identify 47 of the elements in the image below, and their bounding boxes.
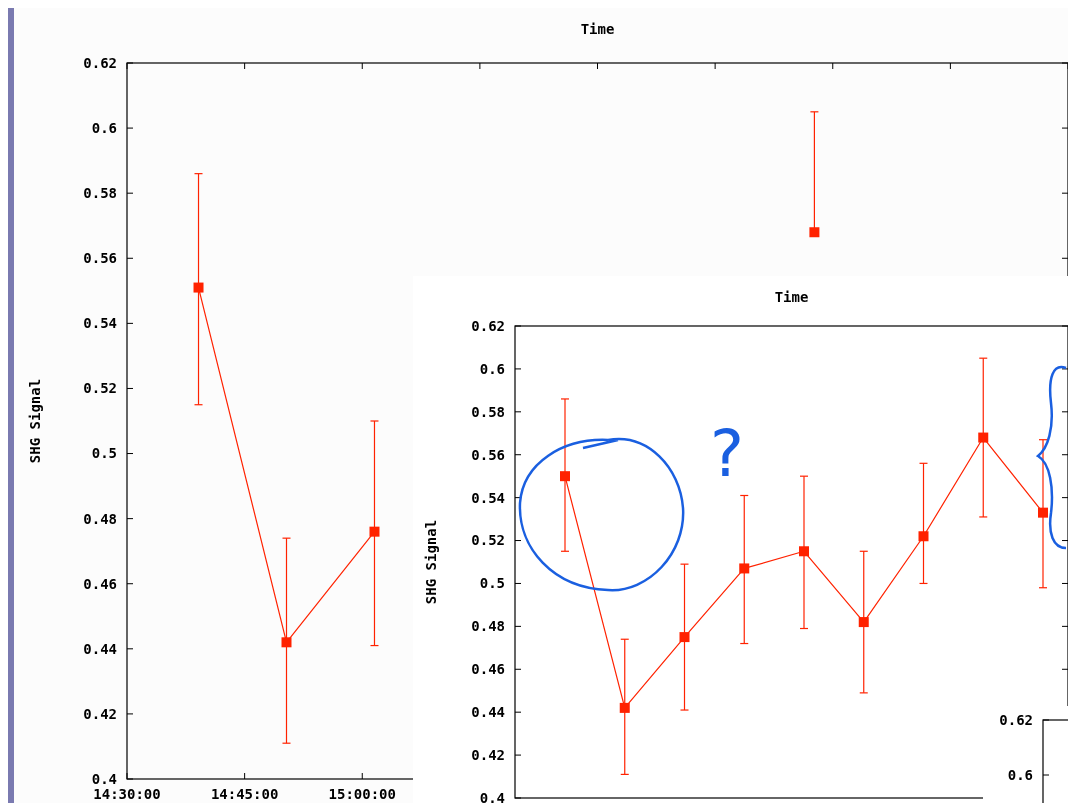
point bbox=[560, 471, 570, 482]
y-tick-label: 0.5 bbox=[479, 575, 505, 592]
y-tick-label: 0.6 bbox=[91, 119, 117, 136]
y-tick-label: 0.54 bbox=[83, 315, 117, 332]
point bbox=[619, 702, 630, 713]
point bbox=[978, 432, 989, 443]
y-tick-label: 0.52 bbox=[83, 380, 117, 397]
annotation: 0.62 bbox=[999, 711, 1033, 728]
point bbox=[193, 282, 204, 293]
x-tick-label: 15:00:00 bbox=[328, 786, 396, 802]
y-tick-label: 0.42 bbox=[471, 746, 505, 763]
point bbox=[369, 526, 380, 537]
y-tick-label: 0.4 bbox=[479, 789, 505, 803]
y-tick-label: 0.48 bbox=[83, 510, 117, 527]
point bbox=[1038, 507, 1048, 518]
chart-title: Time bbox=[580, 21, 615, 37]
y-tick-label: 0.44 bbox=[83, 640, 117, 657]
y-tick-label: 0.54 bbox=[471, 489, 505, 506]
x-tick-label: 14:45:00 bbox=[210, 786, 279, 802]
annotation: 0.6 bbox=[1007, 766, 1033, 783]
y-tick-label: 0.58 bbox=[83, 185, 117, 202]
y-tick-label: 0.48 bbox=[471, 618, 505, 635]
y-tick-label: 0.5 bbox=[91, 445, 117, 462]
point bbox=[858, 617, 869, 628]
annotation: ? bbox=[710, 417, 744, 491]
y-tick-label: 0.6 bbox=[479, 360, 505, 377]
x-tick-label: 14:30:00 bbox=[93, 786, 161, 802]
y-axis-title: SHG Signal bbox=[423, 519, 439, 605]
point bbox=[809, 227, 820, 238]
y-tick-label: 0.62 bbox=[83, 54, 117, 71]
y-tick-label: 0.56 bbox=[471, 446, 505, 463]
y-tick-label: 0.56 bbox=[83, 250, 117, 267]
y-tick-label: 0.46 bbox=[471, 661, 505, 678]
point bbox=[739, 563, 750, 574]
y-tick-label: 0.44 bbox=[471, 704, 505, 721]
y-tick-label: 0.42 bbox=[83, 705, 117, 722]
point bbox=[799, 546, 809, 557]
y-tick-label: 0.52 bbox=[471, 532, 505, 549]
point bbox=[281, 637, 292, 648]
y-tick-label: 0.62 bbox=[471, 317, 505, 334]
y-tick-label: 0.58 bbox=[471, 403, 505, 420]
y-tick-label: 0.46 bbox=[83, 575, 117, 592]
y-tick-label: 0.4 bbox=[91, 770, 117, 787]
point bbox=[679, 632, 690, 643]
chart-title: Time bbox=[774, 289, 809, 305]
y-axis-title: SHG Signal bbox=[27, 378, 43, 464]
point bbox=[918, 531, 929, 542]
